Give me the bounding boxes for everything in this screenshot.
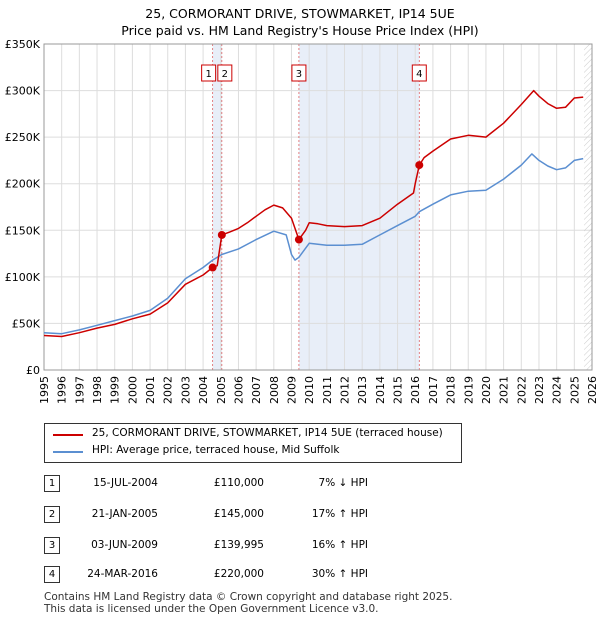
legend-swatch-hpi xyxy=(53,451,83,453)
marker-label: 1 xyxy=(205,69,211,80)
x-tick-label: 2023 xyxy=(533,376,546,404)
x-tick-label: 2026 xyxy=(586,376,599,404)
y-tick-label: £300K xyxy=(5,85,41,98)
x-tick-label: 1998 xyxy=(91,376,104,404)
x-tick-label: 2003 xyxy=(179,376,192,404)
y-tick-label: £150K xyxy=(5,224,41,237)
sale-point xyxy=(415,161,424,170)
marker-label-box xyxy=(411,64,427,82)
legend-swatch-property xyxy=(53,434,83,436)
legend-label-property: 25, CORMORANT DRIVE, STOWMARKET, IP14 5U… xyxy=(92,427,443,439)
x-tick-label: 2025 xyxy=(568,376,581,404)
x-tick-label: 2014 xyxy=(374,376,387,404)
y-tick-label: £250K xyxy=(5,131,41,144)
chart-title-line1: 25, CORMORANT DRIVE, STOWMARKET, IP14 5U… xyxy=(145,6,455,21)
tx-hpi-change: 16% ↑ HPI xyxy=(311,539,368,551)
marker-label-box xyxy=(291,64,307,82)
shaded-span xyxy=(212,44,222,370)
y-tick-label: £100K xyxy=(5,271,41,284)
tx-number-badge: 3 xyxy=(44,537,60,554)
tx-number-badge: 2 xyxy=(44,506,60,523)
marker-label: 3 xyxy=(296,69,302,80)
x-tick-label: 2001 xyxy=(144,376,157,404)
y-tick-label: £0 xyxy=(26,364,40,377)
x-tick-label: 2005 xyxy=(215,376,228,404)
tx-hpi-change: 30% ↑ HPI xyxy=(311,568,368,580)
y-tick-label: £50K xyxy=(12,317,41,330)
x-tick-label: 2012 xyxy=(339,376,352,404)
y-tick-label: £350K xyxy=(5,38,41,51)
property-line xyxy=(43,89,584,338)
forecast-hatch xyxy=(584,44,592,370)
x-tick-label: 2021 xyxy=(498,376,511,404)
x-tick-label: 1997 xyxy=(73,376,86,404)
x-tick-label: 2004 xyxy=(197,376,210,404)
x-tick-label: 2019 xyxy=(462,376,475,404)
y-tick-label: £200K xyxy=(5,178,41,191)
marker-label: 2 xyxy=(222,69,228,80)
x-tick-label: 2009 xyxy=(285,376,298,404)
tx-price: £110,000 xyxy=(213,477,264,489)
tx-price: £220,000 xyxy=(213,568,264,580)
tx-price: £139,995 xyxy=(213,539,264,551)
marker-label: 4 xyxy=(416,69,422,80)
x-tick-label: 2022 xyxy=(515,376,528,404)
x-tick-label: 1996 xyxy=(56,376,69,404)
tx-date: 21-JAN-2005 xyxy=(91,508,158,520)
price-chart: 1 2 3 4 £0 £50K £100K £150K £200K £250K £300K £350K… xyxy=(5,38,599,404)
plot-border xyxy=(43,43,593,371)
x-tick-label: 2016 xyxy=(409,376,422,404)
footer-license: This data is licensed under the Open Gov… xyxy=(44,603,379,615)
x-tick-label: 2015 xyxy=(392,376,405,404)
tx-date: 15-JUL-2004 xyxy=(93,477,158,489)
x-tick-label: 2008 xyxy=(268,376,281,404)
x-tick-label: 2018 xyxy=(445,376,458,404)
x-tick-label: 2013 xyxy=(356,376,369,404)
x-tick-label: 2007 xyxy=(250,376,263,404)
tx-price: £145,000 xyxy=(213,508,264,520)
x-tick-label: 2024 xyxy=(551,376,564,404)
x-tick-label: 2011 xyxy=(321,376,334,404)
x-tick-label: 2000 xyxy=(126,376,139,404)
sale-point xyxy=(294,235,303,244)
shaded-span xyxy=(298,44,420,370)
tx-date: 03-JUN-2009 xyxy=(91,539,158,551)
x-tick-label: 2002 xyxy=(162,376,175,404)
chart-legend: 25, CORMORANT DRIVE, STOWMARKET, IP14 5U… xyxy=(44,423,462,463)
x-tick-label: 2010 xyxy=(303,376,316,404)
x-tick-label: 1995 xyxy=(38,376,51,404)
legend-label-hpi: HPI: Average price, terraced house, Mid … xyxy=(92,444,340,456)
marker-label-box xyxy=(217,64,233,82)
x-tick-label: 2006 xyxy=(232,376,245,404)
footer-copyright: Contains HM Land Registry data © Crown c… xyxy=(44,591,453,603)
x-tick-label: 2020 xyxy=(480,376,493,404)
x-tick-label: 2017 xyxy=(427,376,440,404)
tx-hpi-change: 7% ↓ HPI xyxy=(318,477,368,489)
tx-date: 24-MAR-2016 xyxy=(87,568,158,580)
tx-number-badge: 4 xyxy=(44,566,60,583)
marker-label-box xyxy=(201,64,217,82)
sale-point xyxy=(208,263,217,272)
x-tick-label: 1999 xyxy=(109,376,122,404)
tx-number-badge: 1 xyxy=(44,475,60,492)
hpi-line xyxy=(43,153,584,335)
tx-hpi-change: 17% ↑ HPI xyxy=(311,508,368,520)
chart-title-line2: Price paid vs. HM Land Registry's House … xyxy=(121,23,479,38)
sale-point xyxy=(217,230,226,239)
